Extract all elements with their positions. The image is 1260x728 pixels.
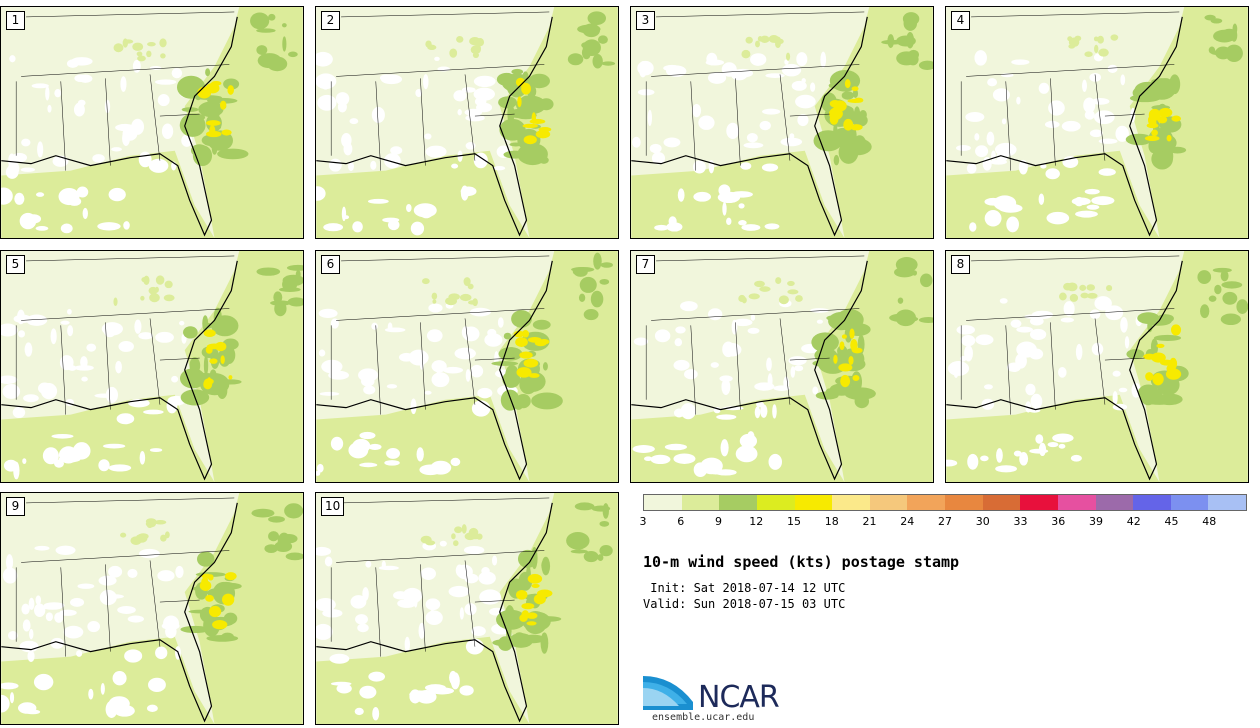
colorbar-tick-label: 30: [975, 515, 990, 528]
colorbar-swatch: [719, 495, 757, 510]
map-panel: 6: [315, 250, 619, 483]
panel-number: 4: [951, 11, 970, 30]
init-time: Init: Sat 2018-07-14 12 UTC: [643, 581, 846, 595]
colorbar-swatch: [1133, 495, 1171, 510]
map-image: [1, 251, 303, 482]
logo-url: ensemble.ucar.edu: [652, 712, 755, 723]
panel-number: 9: [6, 497, 25, 516]
map-panel: 2: [315, 6, 619, 239]
panel-number: 3: [636, 11, 655, 30]
map-image: [946, 7, 1248, 238]
chart-title: 10-m wind speed (kts) postage stamp: [643, 553, 960, 571]
panel-number: 10: [321, 497, 345, 516]
colorbar-swatch: [1170, 495, 1209, 510]
colorbar-swatch: [907, 495, 945, 510]
colorbar-tick-label: 24: [900, 515, 915, 528]
map-panel: 5: [0, 250, 304, 483]
colorbar-tick-label: 45: [1164, 515, 1179, 528]
map-panel: 7: [630, 250, 934, 483]
colorbar-swatch: [644, 495, 682, 510]
panel-number: 7: [636, 255, 655, 274]
colorbar-tick-label: 39: [1089, 515, 1103, 528]
map-image: [631, 251, 933, 482]
map-image: [946, 251, 1248, 482]
colorbar-swatch: [982, 495, 1021, 510]
colorbar-swatch: [832, 495, 870, 510]
colorbar-tick-label: 18: [824, 515, 839, 528]
map-image: [316, 251, 618, 482]
map-panel: 3: [630, 6, 934, 239]
colorbar-tick-label: 3: [639, 515, 647, 528]
map-panel: 4: [945, 6, 1249, 239]
colorbar-swatch: [1208, 495, 1246, 510]
colorbar-tick-label: 15: [787, 515, 801, 528]
map-image: [316, 7, 618, 238]
colorbar-swatch: [756, 495, 795, 510]
colorbar-swatch: [1020, 495, 1058, 510]
colorbar-tick-label: 48: [1202, 515, 1217, 528]
map-image: [631, 7, 933, 238]
colorbar-swatch: [1095, 495, 1134, 510]
colorbar-swatch: [681, 495, 720, 510]
colorbar-tick-label: 36: [1051, 515, 1066, 528]
panel-number: 5: [6, 255, 25, 274]
colorbar-swatch: [794, 495, 833, 510]
colorbar-tick-label: 9: [715, 515, 722, 528]
map-panel: 1: [0, 6, 304, 239]
panel-number: 6: [321, 255, 340, 274]
colorbar-tick-label: 27: [938, 515, 952, 528]
panel-number: 8: [951, 255, 970, 274]
colorbar-tick-label: 6: [677, 515, 685, 528]
panel-number: 1: [6, 11, 25, 30]
colorbar-tick-label: 12: [749, 515, 764, 528]
colorbar-labels: 3 6 9 12 15 18 21 24 27 30 33 36 39 42 45 48: [639, 515, 1247, 529]
colorbar-swatch: [1057, 495, 1096, 510]
ncar-logo-text: NCAR: [698, 680, 780, 715]
colorbar-tick-label: 21: [862, 515, 877, 528]
map-image: [1, 7, 303, 238]
ncar-logo-icon: [643, 676, 693, 710]
map-panel: 9: [0, 492, 304, 725]
map-image: [1, 493, 303, 724]
map-panel: 10: [315, 492, 619, 725]
map-image: [316, 493, 618, 724]
colorbar-swatch: [945, 495, 983, 510]
colorbar-tick-label: 42: [1126, 515, 1141, 528]
panel-number: 2: [321, 11, 340, 30]
map-panel: 8: [945, 250, 1249, 483]
valid-time: Valid: Sun 2018-07-15 03 UTC: [643, 597, 846, 611]
colorbar: [643, 494, 1247, 511]
colorbar-tick-label: 33: [1013, 515, 1028, 528]
colorbar-swatch: [869, 495, 908, 510]
